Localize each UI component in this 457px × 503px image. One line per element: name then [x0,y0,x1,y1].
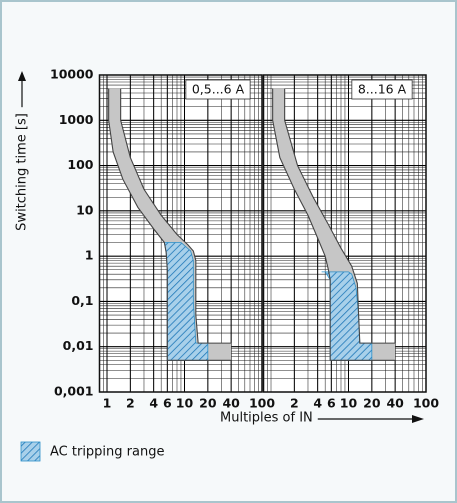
x-tick-label: 6 [327,396,336,411]
x-tick-label: 2 [290,396,299,411]
y-tick-label: 1000 [59,112,94,127]
x-tick-label: 10 [340,396,358,411]
x-axis-arrowhead [412,415,424,423]
curve-edge [120,88,232,344]
x-axis-label: Multiples of IN [220,411,313,426]
curve-edge [272,88,396,361]
y-axis-arrowhead [18,71,26,81]
x-tick-label: 10 [176,396,194,411]
x-tick-label: 4 [313,396,322,411]
x-tick-label: 40 [222,396,240,411]
y-tick-label: 0,001 [54,384,94,399]
y-tick-label: 10 [76,202,94,217]
x-tick-label: 20 [363,396,381,411]
x-tick-label: 100 [413,396,439,411]
plot-border [262,74,427,393]
x-tick-label: 6 [163,396,172,411]
x-tick-label: 2 [126,396,135,411]
panel-label-box [351,79,413,100]
panel-label: 8...16 A [358,82,407,97]
curve-edge [284,88,396,344]
x-tick-label: 40 [386,396,404,411]
legend-swatch [20,441,41,462]
plot-border [98,74,263,393]
x-tick-label: 20 [199,396,217,411]
x-tick-label: 100 [249,396,275,411]
y-tick-label: 10000 [50,67,94,82]
y-tick-label: 100 [67,157,93,172]
x-tick-label: 4 [149,396,158,411]
y-tick-label: 1 [85,248,94,263]
x-tick-label: 1 [103,396,112,411]
legend-label: AC tripping range [50,445,164,460]
y-axis-label: Switching time [s] [15,113,30,231]
curve-edge [108,88,232,361]
panel-label: 0,5...6 A [192,82,245,97]
panel-label-box [185,79,251,100]
y-tick-label: 0,01 [63,338,94,353]
y-tick-label: 0,1 [71,293,93,308]
